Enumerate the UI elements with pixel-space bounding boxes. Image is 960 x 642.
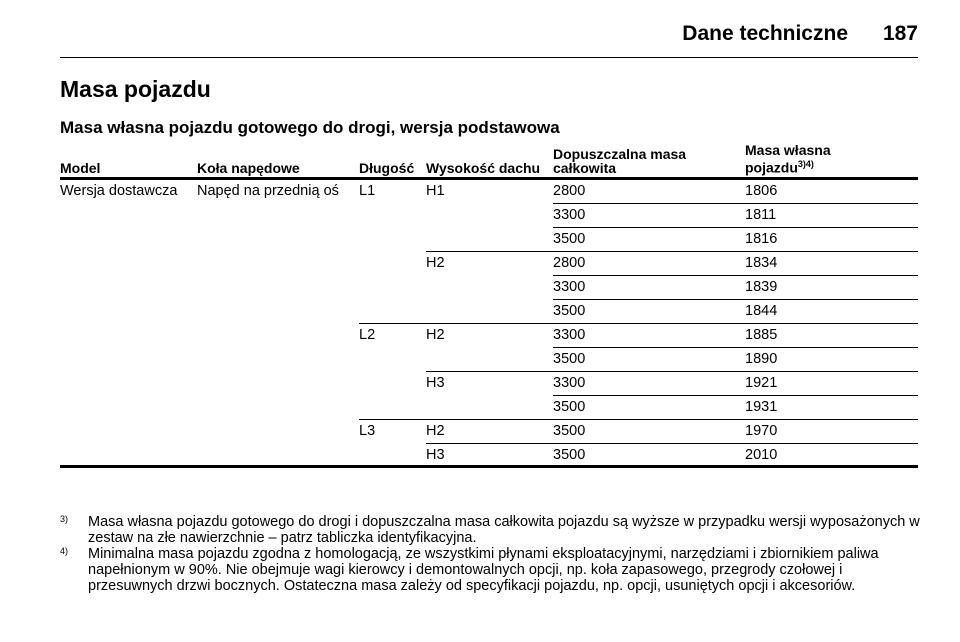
table-row: L3 H2 3500 1970 — [60, 420, 918, 444]
footnote-text: Minimalna masa pojazdu zgodna z homologa… — [88, 546, 879, 594]
cell-curb-weight: 1931 — [745, 399, 778, 415]
table-row: H3 3300 1921 — [60, 372, 918, 396]
footnote-reference: 3)4) — [797, 159, 814, 170]
cell-curb-weight: 1816 — [745, 231, 778, 247]
page-header: Dane techniczne 187 — [60, 14, 918, 58]
footnote-mark: 3) — [60, 514, 69, 524]
cell-gross-weight: 3300 — [553, 279, 586, 295]
cell-roof-height: H3 — [426, 375, 445, 391]
cell-gross-weight: 3500 — [553, 231, 586, 247]
cell-gross-weight: 3300 — [553, 327, 586, 343]
cell-roof-height: H3 — [426, 447, 445, 463]
cell-curb-weight: 2010 — [745, 447, 778, 463]
cell-curb-weight: 1834 — [745, 255, 778, 271]
table-row: 3300 1839 — [60, 276, 918, 300]
footnotes: 3) Masa własna pojazdu gotowego do drogi… — [60, 514, 922, 594]
page-number: 187 — [882, 22, 918, 45]
column-header-length: Długość — [359, 160, 415, 176]
row-divider — [426, 250, 918, 252]
table-body: Wersja dostawcza Napęd na przednią oś L1 H1… — [60, 180, 918, 468]
cell-model: Wersja dostawcza — [60, 183, 178, 199]
cell-curb-weight: 1811 — [745, 207, 777, 223]
column-header-curb-weight-line2: pojazdu — [745, 160, 798, 176]
column-header-curb-weight: Masa własna pojazdu3)4) — [745, 143, 831, 175]
table-row: L2 H2 3300 1885 — [60, 324, 918, 348]
row-divider — [553, 346, 918, 348]
table-header: Model Koła napędowe Długość Wysokość dac… — [60, 143, 918, 180]
vehicle-mass-table: Model Koła napędowe Długość Wysokość dac… — [60, 143, 918, 468]
cell-drive: Napęd na przednią oś — [197, 183, 339, 199]
cell-roof-height: H2 — [426, 255, 445, 271]
cell-gross-weight: 3500 — [553, 351, 586, 367]
table-row: 3500 1890 — [60, 348, 918, 372]
section-title: Masa pojazdu — [60, 76, 211, 102]
row-divider — [60, 465, 918, 468]
row-divider — [359, 418, 918, 420]
cell-gross-weight: 3500 — [553, 423, 586, 439]
footnote-4: 4) Minimalna masa pojazdu zgodna z homol… — [60, 546, 922, 594]
row-divider — [426, 442, 918, 444]
cell-roof-height: H2 — [426, 423, 445, 439]
column-header-gross-weight: Dopuszczalna masa całkowita — [553, 147, 686, 175]
cell-roof-height: H2 — [426, 327, 445, 343]
cell-gross-weight: 2800 — [553, 255, 586, 271]
table-row: H2 2800 1834 — [60, 252, 918, 276]
cell-gross-weight: 3500 — [553, 399, 586, 415]
cell-length: L1 — [359, 183, 376, 199]
row-divider — [426, 370, 918, 372]
row-divider — [553, 274, 918, 276]
cell-roof-height: H1 — [426, 183, 445, 199]
table-row: 3500 1816 — [60, 228, 918, 252]
footnote-mark: 4) — [60, 546, 69, 556]
row-divider — [359, 322, 918, 324]
footnote-3: 3) Masa własna pojazdu gotowego do drogi… — [60, 514, 922, 546]
cell-curb-weight: 1806 — [745, 183, 778, 199]
cell-gross-weight: 2800 — [553, 183, 586, 199]
column-header-model: Model — [60, 160, 101, 176]
column-header-curb-weight-line1: Masa własna — [745, 142, 831, 159]
row-divider — [553, 394, 918, 396]
row-divider — [553, 298, 918, 300]
cell-gross-weight: 3500 — [553, 303, 586, 319]
cell-gross-weight: 3500 — [553, 447, 586, 463]
column-header-gross-weight-line2: całkowita — [553, 160, 617, 176]
table-row: 3300 1811 — [60, 204, 918, 228]
table-row: 3500 1844 — [60, 300, 918, 324]
column-header-roof-height: Wysokość dachu — [426, 160, 541, 176]
footnote-text: Masa własna pojazdu gotowego do drogi i … — [88, 514, 920, 546]
cell-gross-weight: 3300 — [553, 375, 586, 391]
cell-curb-weight: 1921 — [745, 375, 778, 391]
cell-curb-weight: 1844 — [745, 303, 778, 319]
table-row: Wersja dostawcza Napęd na przednią oś L1 H1… — [60, 180, 918, 204]
cell-curb-weight: 1839 — [745, 279, 778, 295]
column-header-gross-weight-line1: Dopuszczalna masa — [553, 146, 687, 162]
row-divider — [553, 202, 918, 204]
cell-length: L2 — [359, 327, 376, 343]
table-row: 3500 1931 — [60, 396, 918, 420]
cell-curb-weight: 1885 — [745, 327, 778, 343]
subsection-title: Masa własna pojazdu gotowego do drogi, w… — [60, 118, 560, 137]
column-header-drive: Koła napędowe — [197, 160, 300, 176]
row-divider — [553, 226, 918, 228]
cell-gross-weight: 3300 — [553, 207, 586, 223]
header-title: Dane techniczne — [682, 22, 848, 45]
cell-length: L3 — [359, 423, 376, 439]
cell-curb-weight: 1890 — [745, 351, 778, 367]
table-row: H3 3500 2010 — [60, 444, 918, 468]
cell-curb-weight: 1970 — [745, 423, 778, 439]
